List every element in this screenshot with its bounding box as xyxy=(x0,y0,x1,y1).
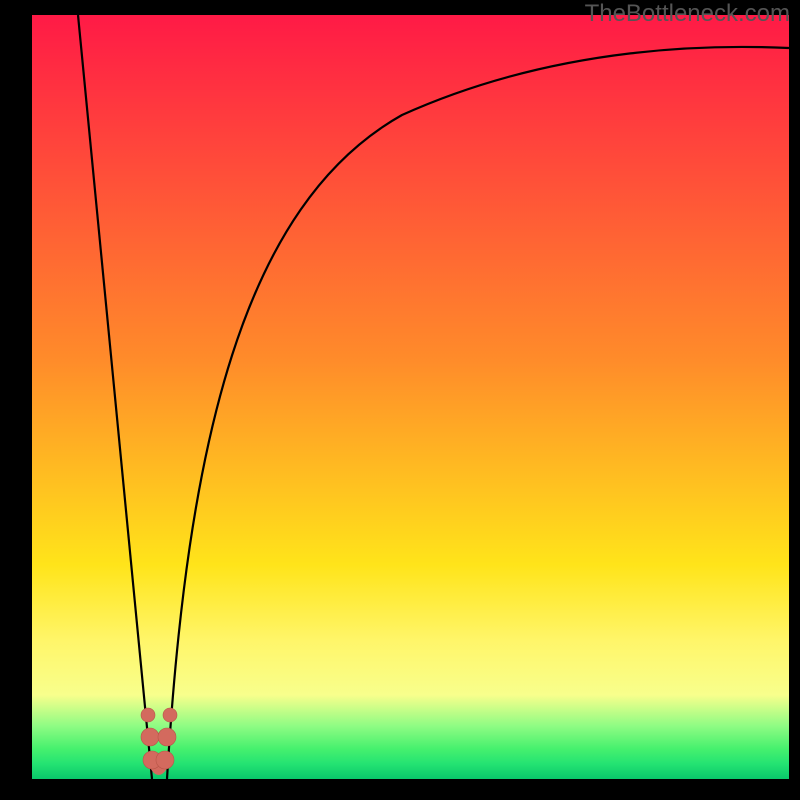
curve-group xyxy=(78,15,789,779)
beads-group xyxy=(141,708,177,771)
bead-marker xyxy=(163,708,177,722)
bead-marker xyxy=(141,708,155,722)
bead-marker xyxy=(158,728,176,746)
watermark-text: TheBottleneck.com xyxy=(585,0,790,28)
bottleneck-curve-left xyxy=(78,15,152,779)
bottleneck-curve-right xyxy=(167,47,789,779)
chart-svg xyxy=(32,15,789,779)
bead-marker xyxy=(141,728,159,746)
bead-marker xyxy=(156,751,174,769)
chart-frame: TheBottleneck.com xyxy=(0,0,800,800)
